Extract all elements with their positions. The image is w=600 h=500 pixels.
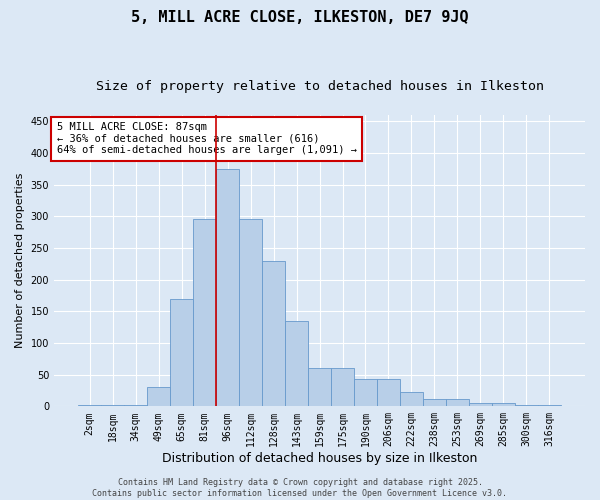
Y-axis label: Number of detached properties: Number of detached properties xyxy=(15,173,25,348)
Text: 5, MILL ACRE CLOSE, ILKESTON, DE7 9JQ: 5, MILL ACRE CLOSE, ILKESTON, DE7 9JQ xyxy=(131,10,469,25)
Title: Size of property relative to detached houses in Ilkeston: Size of property relative to detached ho… xyxy=(95,80,544,93)
Bar xyxy=(193,220,216,406)
Bar xyxy=(492,403,515,406)
Bar xyxy=(124,405,147,406)
Bar xyxy=(170,298,193,406)
Bar xyxy=(515,405,538,406)
Bar xyxy=(101,405,124,406)
Bar xyxy=(377,379,400,406)
X-axis label: Distribution of detached houses by size in Ilkeston: Distribution of detached houses by size … xyxy=(162,452,477,465)
Bar xyxy=(331,368,354,406)
Bar xyxy=(147,388,170,406)
Bar xyxy=(262,260,285,406)
Bar xyxy=(469,403,492,406)
Bar xyxy=(239,220,262,406)
Text: 5 MILL ACRE CLOSE: 87sqm
← 36% of detached houses are smaller (616)
64% of semi-: 5 MILL ACRE CLOSE: 87sqm ← 36% of detach… xyxy=(56,122,356,156)
Text: Contains HM Land Registry data © Crown copyright and database right 2025.
Contai: Contains HM Land Registry data © Crown c… xyxy=(92,478,508,498)
Bar xyxy=(446,398,469,406)
Bar xyxy=(285,321,308,406)
Bar xyxy=(308,368,331,406)
Bar xyxy=(538,405,561,406)
Bar xyxy=(354,379,377,406)
Bar xyxy=(216,169,239,406)
Bar xyxy=(423,398,446,406)
Bar xyxy=(400,392,423,406)
Bar xyxy=(78,405,101,406)
